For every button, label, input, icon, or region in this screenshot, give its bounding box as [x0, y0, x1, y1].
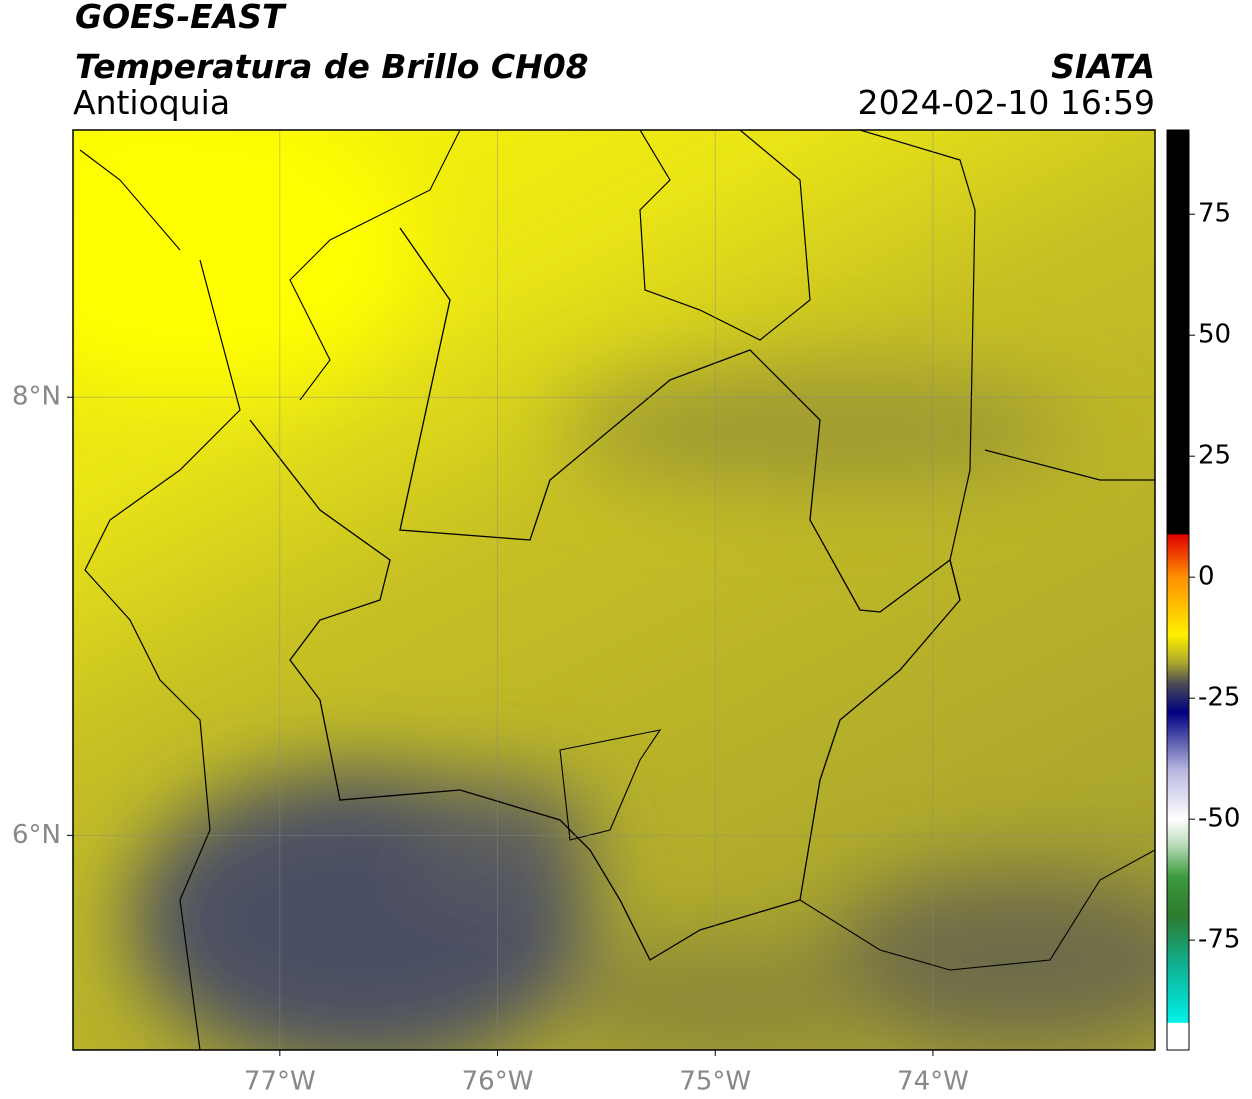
y-tick-label: 8°N: [12, 382, 61, 412]
x-tick-label: 76°W: [462, 1067, 534, 1097]
colorbar-tick-label: 25: [1198, 441, 1231, 471]
colorbar: [1166, 129, 1190, 1051]
x-tick-label: 77°W: [244, 1067, 316, 1097]
grid: [73, 130, 1155, 1050]
colorbar-tick-label: 50: [1198, 320, 1231, 350]
source: SIATA: [1051, 47, 1155, 86]
title: GOES-EAST: [75, 0, 287, 36]
region: Antioquia: [73, 83, 230, 122]
subtitle: Temperatura de Brillo CH08: [75, 47, 589, 86]
colorbar-tick-label: -75: [1198, 925, 1240, 955]
colorbar-tick-label: 0: [1198, 562, 1215, 592]
colorbar-tick-label: 75: [1198, 199, 1231, 229]
x-tick-label: 74°W: [897, 1067, 969, 1097]
y-tick-label: 6°N: [12, 820, 61, 850]
map-frame: [72, 129, 1156, 1051]
colorbar-tick-label: -50: [1198, 804, 1240, 834]
x-tick-label: 75°W: [679, 1067, 751, 1097]
colorbar-tick-label: -25: [1198, 683, 1240, 713]
datetime: 2024-02-10 16:59: [858, 83, 1155, 122]
map-imagery: [73, 130, 1155, 1050]
